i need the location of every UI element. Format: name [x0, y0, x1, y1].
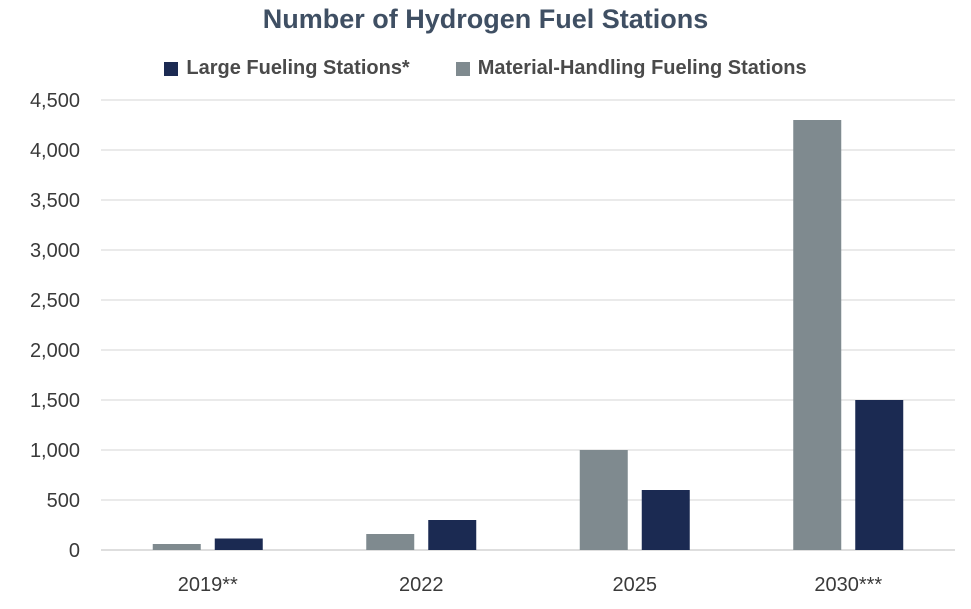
- bar-large-fueling: [428, 520, 477, 550]
- bar-large-fueling: [214, 538, 263, 550]
- bar-material-handling: [366, 534, 415, 550]
- bar-large-fueling: [855, 400, 904, 550]
- x-tick-label: 2025: [613, 574, 658, 596]
- x-tick-label: 2019**: [178, 574, 238, 596]
- y-tick-label: 4,500: [30, 90, 80, 112]
- legend-label-large-fueling: Large Fueling Stations*: [186, 57, 410, 79]
- legend-swatch-large-fueling: [164, 61, 179, 76]
- y-tick-label: 2,000: [30, 340, 80, 362]
- y-tick-label: 0: [69, 540, 80, 562]
- legend-swatch-material-handling: [455, 61, 470, 76]
- chart-title: Number of Hydrogen Fuel Stations: [262, 4, 709, 34]
- x-tick-label: 2030***: [814, 574, 882, 596]
- y-tick-label: 500: [47, 490, 80, 512]
- y-tick-label: 1,000: [30, 440, 80, 462]
- legend-item-material-handling: Material-Handling Fueling Stations: [455, 57, 807, 80]
- y-tick-label: 1,500: [30, 390, 80, 412]
- x-tick-label: 2022: [399, 574, 444, 596]
- bar-material-handling: [579, 450, 628, 550]
- bar-large-fueling: [641, 490, 690, 550]
- bar-material-handling: [793, 120, 842, 550]
- y-tick-label: 3,000: [30, 240, 80, 262]
- chart-legend: Large Fueling Stations* Material-Handlin…: [0, 57, 971, 80]
- legend-label-material-handling: Material-Handling Fueling Stations: [477, 57, 807, 79]
- y-tick-label: 4,000: [30, 140, 80, 162]
- bar-material-handling: [152, 544, 201, 550]
- y-tick-label: 3,500: [30, 190, 80, 212]
- y-tick-label: 2,500: [30, 290, 80, 312]
- legend-item-large-fueling: Large Fueling Stations*: [164, 57, 410, 80]
